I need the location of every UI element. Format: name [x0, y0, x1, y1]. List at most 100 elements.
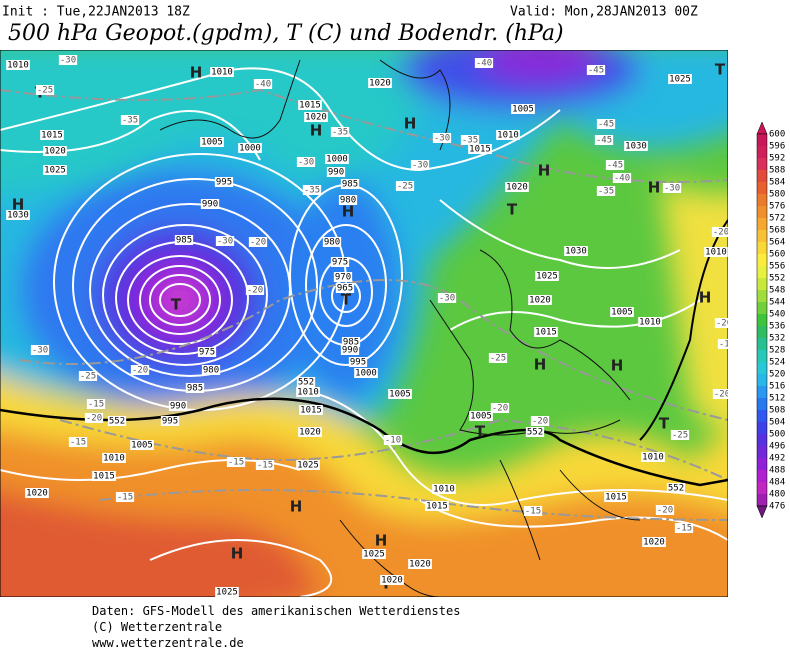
label-bg — [408, 559, 432, 569]
contour-label: 552 — [109, 417, 125, 427]
label-bg — [534, 327, 558, 337]
pressure-center: H — [190, 64, 203, 82]
contour-label: 1020 — [44, 147, 66, 157]
colorbar: 600 596 592 588 584 580 576 572 568 564 560 556 552 5… — [756, 121, 785, 519]
colorbar-swatch — [757, 290, 767, 302]
contour-552 — [0, 397, 728, 487]
contour-label: 1030 — [7, 211, 29, 221]
contour-label: 1005 — [512, 105, 534, 115]
label-bg — [255, 460, 275, 470]
colorbar-tick-label: 516 — [769, 382, 785, 392]
label-bg — [610, 307, 634, 317]
contour-label: 975 — [199, 348, 215, 358]
label-bg — [200, 199, 220, 209]
label-bg — [668, 74, 692, 84]
label-bg — [380, 575, 404, 585]
contour-label: -20 — [713, 228, 729, 238]
contour-label: 1010 — [642, 453, 664, 463]
contour-label: -15 — [228, 458, 244, 468]
colorbar-swatch — [757, 134, 767, 146]
contour-label: 1020 — [299, 428, 321, 438]
colorbar-tick-label: 500 — [769, 430, 785, 440]
colorbar-tick-label: 528 — [769, 346, 785, 356]
pressure-center: H — [404, 115, 417, 133]
pressure-center: H — [648, 179, 661, 197]
label-bg — [410, 160, 430, 170]
label-bg — [210, 67, 234, 77]
label-bg — [298, 100, 322, 110]
label-bg — [368, 78, 392, 88]
colorbar-tick-label: 556 — [769, 262, 785, 272]
label-bg — [362, 549, 386, 559]
label-bg — [474, 58, 494, 68]
contour-label: -35 — [122, 116, 138, 126]
contour-label: -35 — [462, 136, 478, 146]
contour-label: 990 — [202, 200, 218, 210]
contour-label: 990 — [342, 346, 358, 356]
contour-label: -25 — [37, 86, 53, 96]
colorbar-tick-label: 520 — [769, 370, 785, 380]
label-bg — [299, 405, 323, 415]
contour-label: 1010 — [211, 68, 233, 78]
label-bg — [214, 177, 234, 187]
colorbar-swatch — [757, 386, 767, 398]
contour-label: 1025 — [216, 588, 238, 598]
contour-label: -40 — [614, 174, 630, 184]
label-bg — [564, 246, 588, 256]
contour-label: 1010 — [103, 454, 125, 464]
colorbar-tick-label: 512 — [769, 394, 785, 404]
contour-label: -15 — [676, 524, 692, 534]
colorbar-tick-label: 508 — [769, 406, 785, 416]
colorbar-swatch — [757, 146, 767, 158]
colorbar-swatch — [757, 434, 767, 446]
colorbar-tick-label: 476 — [769, 502, 785, 512]
colorbar-tick-label: 588 — [769, 166, 785, 176]
contour-label: 1020 — [369, 79, 391, 89]
colorbar-tick-label: 548 — [769, 286, 785, 296]
colorbar-tick-label: 572 — [769, 214, 785, 224]
label-bg — [296, 157, 316, 167]
colorbar-tick-label: 492 — [769, 454, 785, 464]
contour-label: 985 — [187, 384, 203, 394]
label-bg — [596, 186, 616, 196]
label-bg — [383, 435, 403, 445]
label-bg — [35, 85, 55, 95]
contour-label: 1030 — [625, 142, 647, 152]
pressure-center: H — [310, 122, 323, 140]
contour-label: -15 — [525, 507, 541, 517]
label-bg — [185, 383, 205, 393]
contour-label: 1015 — [469, 145, 491, 155]
isotherms — [0, 88, 728, 521]
contour-label: -40 — [476, 59, 492, 69]
label-bg — [298, 427, 322, 437]
contour-label: -20 — [714, 390, 730, 400]
label-bg — [115, 492, 135, 502]
contour-label: -45 — [607, 161, 623, 171]
colorbar-swatch — [757, 254, 767, 266]
label-bg — [78, 371, 98, 381]
label-bg — [25, 488, 49, 498]
contour-label: 1010 — [7, 61, 29, 71]
label-bg — [58, 55, 78, 65]
pressure-center: H — [538, 162, 551, 180]
label-bg — [711, 227, 728, 237]
contour-label: -35 — [304, 186, 320, 196]
pressure-center: H — [290, 498, 303, 516]
label-bg — [348, 357, 368, 367]
label-bg — [130, 440, 154, 450]
colorbar-swatch — [757, 242, 767, 254]
valid-time: Valid: Mon,28JAN2013 00Z — [510, 5, 698, 20]
label-bg — [330, 257, 350, 267]
label-bg — [432, 484, 456, 494]
pressure-center: T — [475, 423, 486, 441]
contour-label: 1020 — [529, 296, 551, 306]
contour-label: 1010 — [497, 131, 519, 141]
colorbar-tick-label: 496 — [769, 442, 785, 452]
contour-label: 1010 — [433, 485, 455, 495]
colorbar-tick-label: 540 — [769, 310, 785, 320]
contour-label: 1030 — [565, 247, 587, 257]
label-bg — [326, 167, 346, 177]
contour-label: 1000 — [355, 369, 377, 379]
label-bg — [594, 135, 614, 145]
contour-label: 1020 — [26, 489, 48, 499]
